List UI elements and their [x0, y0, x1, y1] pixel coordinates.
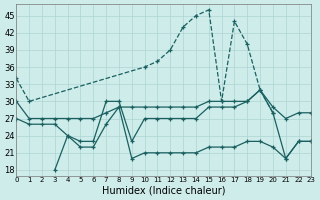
X-axis label: Humidex (Indice chaleur): Humidex (Indice chaleur) — [102, 186, 226, 196]
